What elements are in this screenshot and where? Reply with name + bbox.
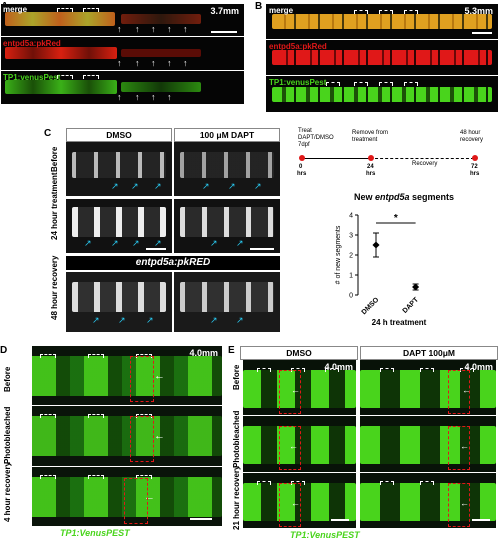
panel-b-image: merge entpd5a:pkRed TP1:venusPest 5.3mm [266, 4, 498, 112]
panel-letter-e: E [228, 345, 235, 356]
timeline-label-treat: Treat DAPT/DMSO 7dpf [298, 128, 334, 148]
significance-star: * [394, 213, 398, 224]
panel-letter-b: B [255, 1, 263, 12]
panel-e-row-label-21h: 21 hour recovery [232, 465, 241, 530]
panel-c-dmso-before: ↗ ↗ ↗ [66, 142, 172, 196]
panel-b-red-row [266, 40, 498, 76]
timeline-label-recovery: 48 hour recovery [460, 130, 484, 143]
panel-a-row-label-merge: merge [3, 5, 28, 14]
x-axis-label: 24 h treatment [372, 318, 427, 327]
panel-b-merge-row [266, 4, 498, 40]
panel-c-dapt-before: ↗ ↗ ↗ [174, 142, 280, 196]
panel-e-reporter: TP1:VenusPEST [290, 530, 360, 540]
timeline-label-remove: Remove from treatment [352, 130, 389, 143]
data-point [412, 283, 420, 291]
panel-c-reporter-label: entpd5a:pkRED [66, 256, 280, 270]
panel-d-photobleached: ← [18, 406, 222, 467]
timeline-marker-72 [472, 155, 478, 161]
timeline-unit-24: hrs [366, 171, 376, 177]
timeline-unit-0: hrs [297, 171, 307, 177]
y-tick-label: 0 [349, 293, 353, 300]
timeline-time-72: 72 [471, 164, 478, 170]
panel-e-row-label-photobleached: Photobleached [232, 410, 241, 468]
chart-title: New entpd5a segments [310, 192, 498, 204]
timeline-unit-72: hrs [470, 171, 480, 177]
panel-d-reporter: TP1:VenusPEST [60, 528, 130, 538]
panel-c-dapt-48h: ↗ ↗ [174, 272, 280, 332]
data-point [372, 241, 380, 249]
timeline-marker-0 [299, 155, 305, 161]
panel-d-before: ← [18, 346, 222, 406]
y-axis-label: # of new segments [335, 225, 342, 284]
panel-e-header-dapt: DAPT 100μM [360, 346, 498, 360]
panel-d-row-label-photobleached: Photobleached [3, 406, 12, 464]
y-tick-label: 1 [349, 273, 353, 280]
panel-b-stage: 5.3mm [464, 6, 493, 16]
panel-a-image: ↑ ↑ ↑ ↑ ↑ ↑ ↑ ↑ ↑ ↑ ↑ ↑ ↑ ↑ merge entpd5… [1, 4, 244, 104]
panel-c-row-label-before: Before [50, 146, 59, 172]
timeline-time-24: 24 [367, 164, 374, 170]
chart-title-prefix: New [353, 192, 375, 202]
panel-b-row-label-merge: merge [269, 6, 294, 15]
panel-c-dapt-24h: ↗ ↗ [174, 199, 280, 253]
panel-a-stage: 3.7mm [210, 6, 239, 16]
x-tick-label: DAPT [402, 296, 421, 315]
timeline-phase: Recovery [412, 161, 438, 167]
panel-b-row-label-green: TP1:venusPest [269, 78, 327, 87]
timeline-time-0: 0 [299, 164, 303, 170]
panel-e-row-label-before: Before [232, 364, 241, 390]
panel-c-row-label-48h: 48 hour recovery [50, 255, 59, 320]
panel-d-stage: 4.0mm [189, 348, 218, 358]
y-tick-label: 2 [349, 253, 353, 260]
panel-d-row-label-4h: 4 hour recovery [3, 461, 12, 522]
y-tick-label: 3 [349, 233, 353, 240]
panel-e-dapt-image: ← ← ← 4.0mm [360, 360, 496, 528]
panel-b-row-label-red: entpd5a:pkRed [269, 42, 327, 51]
y-tick-label: 4 [349, 213, 353, 220]
x-tick-label: DMSO [361, 296, 381, 316]
panel-a-scale-bar [211, 31, 237, 33]
panel-a-row-label-red: entpd5a:pkRed [3, 39, 61, 48]
panel-e-header-dmso: DMSO [240, 346, 358, 360]
timeline-marker-24 [368, 155, 374, 161]
panel-c-dmso-48h: ↗ ↗ ↗ [66, 272, 172, 332]
panel-c-header-dmso: DMSO [66, 128, 172, 142]
panel-d-image: ← ← ← 4.0mm [18, 346, 222, 526]
panel-e-dapt-stage: 4.0mm [464, 362, 493, 372]
panel-c-dmso-24h: ↗ ↗ ↗ ↗ [66, 199, 172, 253]
panel-a-merge-row: ↑ ↑ ↑ ↑ ↑ [1, 4, 244, 37]
chart-title-gene: entpd5a [374, 192, 410, 202]
panel-letter-c: C [44, 128, 52, 139]
panel-e-dmso-stage: 4.0mm [324, 362, 353, 372]
panel-d-4h-recovery: ← [18, 467, 222, 526]
panel-a-row-label-green: TP1:venusPest [3, 73, 61, 82]
panel-e-dmso-image: ← ← ← 4.0mm [243, 360, 356, 528]
panel-c-row-label-24h: 24 hour treatment [50, 172, 59, 240]
panel-d-row-label-before: Before [3, 366, 12, 392]
new-segments-chart: 0 1 2 3 4 # of new segments DMSO DAPT * 24 h trea… [335, 213, 427, 328]
panel-c-header-dapt: 100 μM DAPT [174, 128, 280, 142]
chart-title-suffix: segments [409, 192, 455, 202]
panel-b-green-row [266, 76, 498, 112]
panel-b-scale-bar [472, 32, 492, 34]
panel-a-green-row: ↑ ↑ ↑ ↑ [1, 71, 244, 104]
panel-c-timeline: Treat DAPT/DMSO 7dpf Remove from treatme… [292, 128, 498, 188]
panel-a-red-row: ↑ ↑ ↑ ↑ ↑ [1, 37, 244, 71]
panel-letter-d: D [0, 345, 8, 356]
